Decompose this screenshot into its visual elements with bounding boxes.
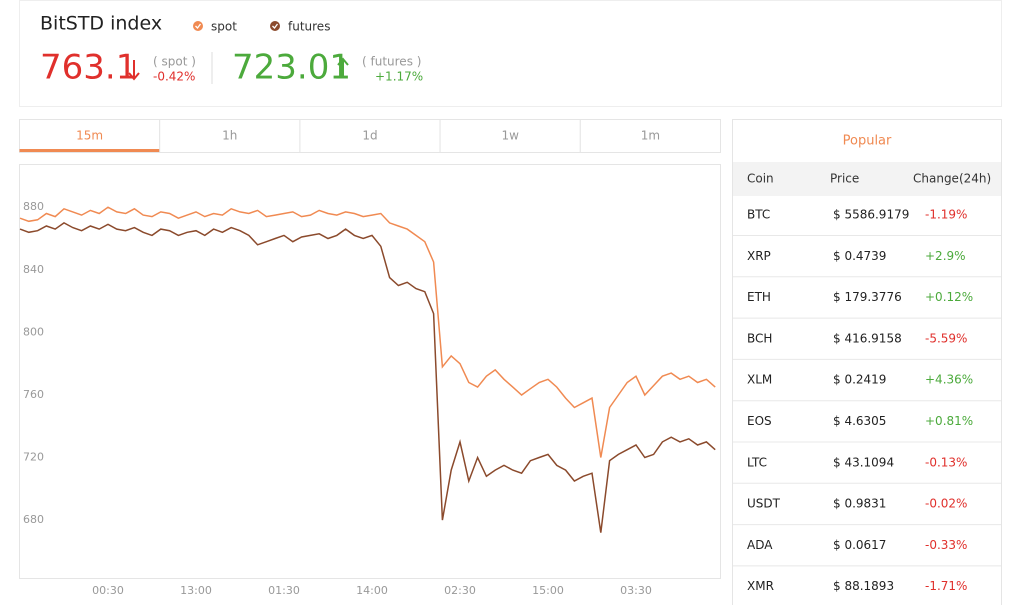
- table-cell: $ 416.9158: [833, 331, 902, 345]
- table-cell: -5.59%: [925, 331, 967, 345]
- table-header: [733, 162, 1001, 196]
- x-tick-label: 14:00: [356, 584, 388, 597]
- up-arrow: [337, 57, 349, 78]
- table-cell: $ 43.1094: [833, 455, 894, 469]
- futures-change: +1.17%: [375, 70, 423, 84]
- table-cell: $ 0.2419: [833, 373, 886, 387]
- futures-price: 723.01: [232, 48, 351, 88]
- table-cell: EOS: [747, 414, 772, 428]
- legend-check: [195, 23, 202, 29]
- x-tick-label: 00:30: [92, 584, 124, 597]
- tab[interactable]: [439, 119, 581, 153]
- tab-label[interactable]: 1h: [222, 129, 237, 143]
- table-cell: LTC: [747, 455, 767, 469]
- legend-icon: [270, 21, 280, 31]
- y-tick-label: 760: [23, 388, 44, 401]
- x-tick-label: 13:00: [180, 584, 212, 597]
- table-cell: USDT: [747, 497, 781, 511]
- y-tick-label: 840: [23, 263, 44, 276]
- line-series: [19, 222, 716, 533]
- futures-label: ( futures ): [362, 55, 421, 69]
- header-panel: [19, 0, 1002, 107]
- table-cell: XRP: [747, 249, 771, 263]
- y-tick-label: 680: [23, 513, 44, 526]
- title: BitSTD index: [40, 13, 162, 35]
- legend-label[interactable]: futures: [288, 20, 330, 34]
- y-tick-label: 720: [23, 451, 44, 464]
- spot-price: 763.1: [40, 48, 137, 88]
- table-cell: -1.71%: [925, 579, 967, 593]
- table-cell: -0.33%: [925, 538, 967, 552]
- table-cell: +2.9%: [925, 249, 966, 263]
- table-cell: ADA: [747, 538, 773, 552]
- chart-panel: [19, 164, 721, 579]
- tab[interactable]: [19, 119, 161, 153]
- y-tick-label: 880: [23, 200, 44, 213]
- tab[interactable]: [579, 119, 721, 153]
- x-tick-label: 01:30: [268, 584, 300, 597]
- legend-check: [272, 23, 279, 29]
- tab[interactable]: [159, 119, 301, 153]
- line-series: [19, 206, 716, 458]
- table-cell: $ 0.9831: [833, 497, 886, 511]
- table-cell: $ 0.0617: [833, 538, 886, 552]
- x-tick-label: 02:30: [444, 584, 476, 597]
- legend-label[interactable]: spot: [211, 20, 237, 34]
- table-cell: $ 0.4739: [833, 249, 886, 263]
- tab-label[interactable]: 15m: [76, 129, 103, 143]
- x-tick-label: 15:00: [532, 584, 564, 597]
- table-title: Popular: [843, 134, 892, 149]
- table-cell: -0.13%: [925, 455, 967, 469]
- table-cell: BTC: [747, 208, 770, 222]
- spot-label: ( spot ): [153, 55, 196, 69]
- tab-underline: [19, 149, 160, 152]
- column-header: Change(24h): [913, 172, 991, 186]
- tab-label[interactable]: 1w: [501, 129, 519, 143]
- table-cell: XLM: [747, 373, 772, 387]
- table-cell: +0.81%: [925, 414, 973, 428]
- tab[interactable]: [299, 119, 441, 153]
- table-cell: $ 179.3776: [833, 290, 902, 304]
- column-header: Coin: [747, 172, 774, 186]
- table-cell: +0.12%: [925, 290, 973, 304]
- tab-label[interactable]: 1m: [641, 129, 660, 143]
- table-cell: +4.36%: [925, 373, 973, 387]
- table-cell: $ 5586.9179: [833, 208, 909, 222]
- table-cell: XMR: [747, 579, 774, 593]
- spot-change: -0.42%: [153, 70, 195, 84]
- table-cell: $ 88.1893: [833, 579, 894, 593]
- table-cell: BCH: [747, 331, 772, 345]
- table-cell: ETH: [747, 290, 771, 304]
- down-arrow: [128, 60, 140, 81]
- y-tick-label: 800: [23, 325, 44, 338]
- table-cell: -1.19%: [925, 208, 967, 222]
- legend-icon: [193, 21, 203, 31]
- table-cell: -0.02%: [925, 497, 967, 511]
- x-tick-label: 03:30: [620, 584, 652, 597]
- table-cell: $ 4.6305: [833, 414, 886, 428]
- tab-label[interactable]: 1d: [362, 129, 377, 143]
- column-header: Price: [830, 172, 859, 186]
- table-panel: [732, 119, 1002, 605]
